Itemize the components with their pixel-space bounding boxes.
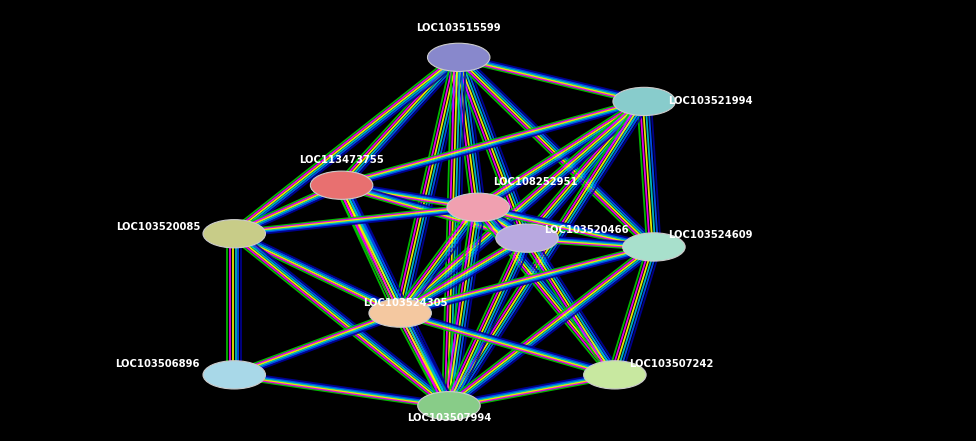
Circle shape xyxy=(310,171,373,199)
Circle shape xyxy=(623,233,685,261)
Circle shape xyxy=(418,392,480,420)
Text: LOC103524609: LOC103524609 xyxy=(669,230,753,239)
Text: LOC103507242: LOC103507242 xyxy=(630,359,713,369)
Circle shape xyxy=(447,193,509,221)
Text: LOC103520085: LOC103520085 xyxy=(116,222,200,232)
Circle shape xyxy=(203,361,265,389)
Circle shape xyxy=(496,224,558,252)
Text: LOC113473755: LOC113473755 xyxy=(300,155,384,165)
Text: LOC108252951: LOC108252951 xyxy=(493,177,578,187)
Text: LOC103524305: LOC103524305 xyxy=(363,298,447,308)
Text: LOC103506896: LOC103506896 xyxy=(115,359,200,369)
Text: LOC103515599: LOC103515599 xyxy=(417,23,501,33)
Circle shape xyxy=(427,43,490,71)
Circle shape xyxy=(584,361,646,389)
Text: LOC103507994: LOC103507994 xyxy=(407,413,491,423)
Circle shape xyxy=(203,220,265,248)
Circle shape xyxy=(369,299,431,327)
Text: LOC103520466: LOC103520466 xyxy=(545,225,630,235)
Circle shape xyxy=(613,87,675,116)
Text: LOC103521994: LOC103521994 xyxy=(669,97,753,106)
